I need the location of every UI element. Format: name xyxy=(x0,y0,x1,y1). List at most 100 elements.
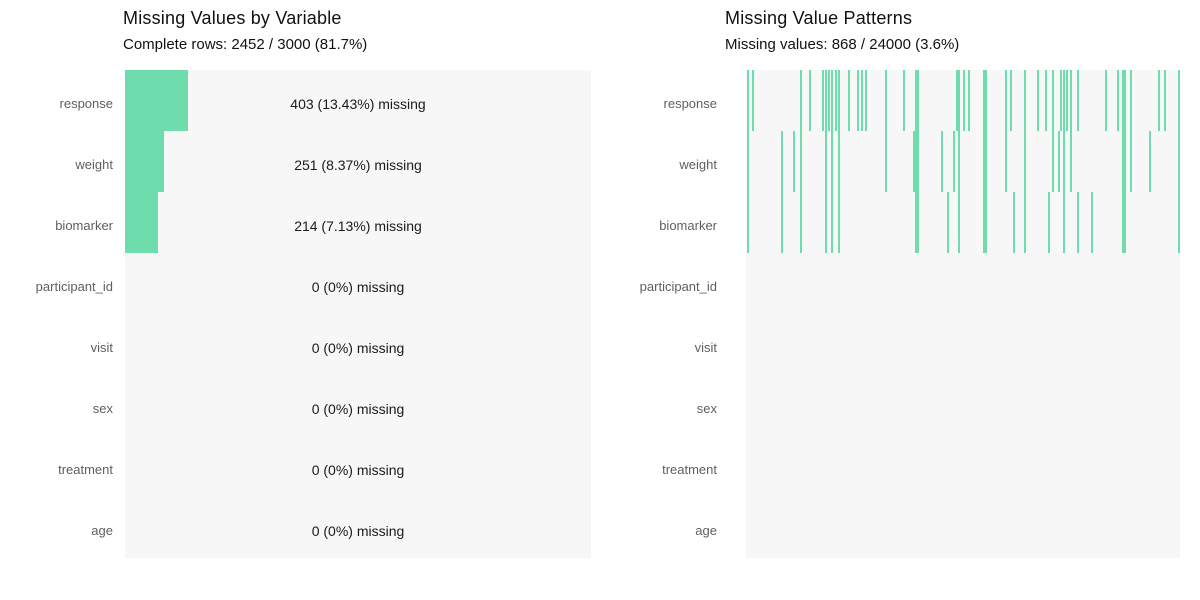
missing-mark xyxy=(835,70,837,131)
missing-mark xyxy=(983,131,987,192)
missing-mark xyxy=(865,70,867,131)
missing-mark xyxy=(1045,70,1047,131)
missing-mark xyxy=(1024,192,1026,253)
missing-mark xyxy=(1158,70,1160,131)
row-label-age: age xyxy=(695,523,717,538)
bar-annotation-response: 403 (13.43%) missing xyxy=(290,95,426,112)
missing-bar-response xyxy=(125,70,188,131)
missing-mark xyxy=(828,70,830,131)
missing-bar-biomarker xyxy=(125,192,158,253)
missing-mark xyxy=(1063,131,1065,192)
missing-mark xyxy=(861,70,863,131)
missing-mark xyxy=(747,131,749,192)
row-label-weight: weight xyxy=(75,157,113,172)
bar-annotation-biomarker: 214 (7.13%) missing xyxy=(294,217,422,234)
missing-mark xyxy=(857,70,859,131)
missing-mark xyxy=(747,70,749,131)
missing-mark xyxy=(1052,70,1054,131)
missing-mark xyxy=(915,70,919,131)
missing-mark xyxy=(1122,192,1126,253)
missing-mark xyxy=(953,131,955,192)
bar-annotation-weight: 251 (8.37%) missing xyxy=(294,156,422,173)
row-label-treatment: treatment xyxy=(662,462,717,477)
missing-mark xyxy=(1105,70,1107,131)
row-label-visit: visit xyxy=(694,340,717,355)
missing-mark xyxy=(1024,131,1026,192)
missing-mark xyxy=(1066,70,1068,131)
missing-mark xyxy=(838,131,840,192)
right-axis-labels: response weight biomarker participant_id vis… xyxy=(600,70,717,558)
missing-mark xyxy=(1149,131,1151,192)
row-label-biomarker: biomarker xyxy=(55,218,113,233)
missing-mark xyxy=(947,192,949,253)
missing-mark xyxy=(800,192,802,253)
row-label-participant_id: participant_id xyxy=(35,279,113,294)
missing-mark xyxy=(781,131,783,192)
missing-mark xyxy=(915,192,919,253)
missing-mark xyxy=(825,131,827,192)
missing-mark xyxy=(956,70,958,131)
missing-mark xyxy=(1063,192,1065,253)
missing-mark xyxy=(1178,131,1180,192)
missing-mark xyxy=(1048,192,1050,253)
missing-mark xyxy=(831,70,833,131)
missing-mark xyxy=(825,70,827,131)
missing-mark xyxy=(848,70,850,131)
left-panel-subtitle: Complete rows: 2452 / 3000 (81.7%) xyxy=(123,36,368,53)
left-panel-title: Missing Values by Variable xyxy=(123,8,342,28)
missing-mark xyxy=(1058,131,1060,192)
missing-mark xyxy=(1070,131,1072,192)
missing-mark xyxy=(793,131,795,192)
missing-mark xyxy=(838,70,840,131)
missing-mark xyxy=(1024,70,1026,131)
missing-mark xyxy=(968,70,970,131)
missing-mark xyxy=(963,70,965,131)
missing-mark xyxy=(1130,70,1132,131)
missing-mark xyxy=(1178,70,1180,131)
missing-bar-weight xyxy=(125,131,164,192)
missing-mark xyxy=(1005,131,1007,192)
missing-mark xyxy=(1091,192,1093,253)
missing-mark xyxy=(1130,131,1132,192)
row-label-response: response xyxy=(59,96,113,111)
missing-mark xyxy=(747,192,749,253)
missing-bar-chart: 403 (13.43%) missing 251 (8.37%) missing 2… xyxy=(125,70,591,558)
missing-mark xyxy=(885,131,887,192)
row-label-response: response xyxy=(663,96,717,111)
missing-mark xyxy=(809,70,811,131)
row-label-sex: sex xyxy=(696,401,717,416)
missing-mark xyxy=(1077,192,1079,253)
missing-mark xyxy=(1077,70,1079,131)
missing-mark xyxy=(825,192,827,253)
missing-mark xyxy=(941,131,943,192)
row-label-participant_id: participant_id xyxy=(639,279,717,294)
bar-annotation-participant_id: 0 (0%) missing xyxy=(311,278,405,295)
row-label-visit: visit xyxy=(90,340,113,355)
missing-mark xyxy=(1063,70,1065,131)
bar-annotation-sex: 0 (0%) missing xyxy=(311,400,405,417)
row-label-treatment: treatment xyxy=(58,462,113,477)
missing-mark xyxy=(913,131,915,192)
missing-mark xyxy=(838,192,840,253)
missing-mark xyxy=(1117,70,1119,131)
missing-mark xyxy=(958,70,960,131)
missing-pattern-chart xyxy=(746,70,1180,558)
missing-mark xyxy=(752,70,754,131)
missing-mark xyxy=(958,192,960,253)
missing-mark xyxy=(822,70,824,131)
row-label-age: age xyxy=(91,523,113,538)
right-panel-title: Missing Value Patterns xyxy=(725,8,913,28)
missing-mark xyxy=(1124,70,1126,131)
missing-mark xyxy=(1037,70,1039,131)
missing-mark xyxy=(983,70,987,131)
missing-mark xyxy=(1178,192,1180,253)
bar-annotation-visit: 0 (0%) missing xyxy=(311,339,405,356)
missing-mark xyxy=(983,192,987,253)
missing-mark xyxy=(1164,70,1166,131)
missing-mark xyxy=(831,192,833,253)
missing-mark xyxy=(781,192,783,253)
missing-mark xyxy=(1052,131,1054,192)
row-label-biomarker: biomarker xyxy=(659,218,717,233)
